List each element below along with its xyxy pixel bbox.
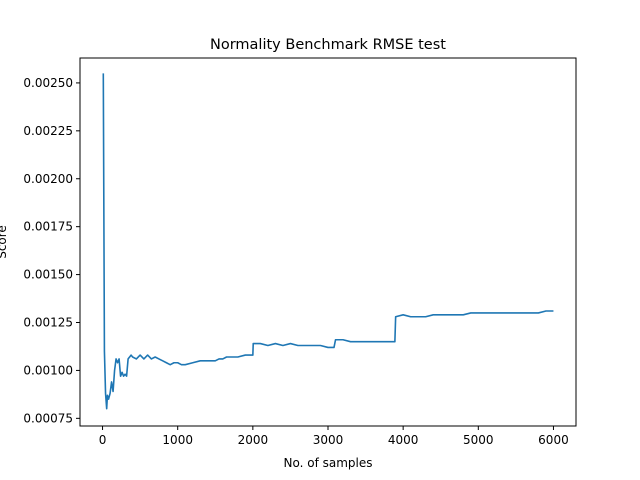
x-tick-label: 6000 bbox=[538, 433, 569, 447]
y-tick-label: 0.00150 bbox=[23, 268, 73, 282]
y-tick-label: 0.00200 bbox=[23, 172, 73, 186]
plot-frame bbox=[79, 57, 577, 427]
x-tick-label: 5000 bbox=[463, 433, 494, 447]
y-axis-title: Score bbox=[0, 225, 9, 259]
x-axis-title: No. of samples bbox=[284, 456, 373, 470]
y-tick-label: 0.00075 bbox=[23, 411, 73, 425]
plot-area bbox=[102, 73, 554, 410]
y-tick-label: 0.00100 bbox=[23, 363, 73, 377]
y-tick-label: 0.00225 bbox=[23, 124, 73, 138]
x-tick-label: 0 bbox=[99, 433, 107, 447]
series-line bbox=[102, 73, 554, 410]
x-tick-label: 4000 bbox=[388, 433, 419, 447]
x-axis: 0 1000 2000 3000 4000 5000 6000 bbox=[99, 426, 569, 447]
x-tick-label: 1000 bbox=[162, 433, 193, 447]
y-tick-label: 0.00250 bbox=[23, 76, 73, 90]
y-axis: 0.00075 0.00100 0.00125 0.00150 0.00175 0.002… bbox=[23, 76, 80, 425]
chart-title: Normality Benchmark RMSE test bbox=[210, 37, 446, 53]
y-tick-label: 0.00175 bbox=[23, 220, 73, 234]
x-tick-label: 2000 bbox=[238, 433, 269, 447]
x-tick-label: 3000 bbox=[313, 433, 344, 447]
y-tick-label: 0.00125 bbox=[23, 316, 73, 330]
